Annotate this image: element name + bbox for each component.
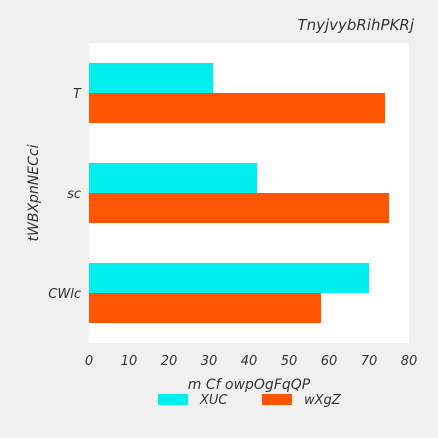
x-tick-label: 20 — [161, 354, 178, 369]
chart-title: TnyjvybRihPKRj — [297, 16, 414, 34]
y-axis-label: tWBXpnNECci — [26, 144, 42, 241]
x-tick-label: 60 — [321, 354, 338, 369]
legend-label-wXgZ: wXgZ — [304, 393, 342, 408]
x-tick-label: 10 — [121, 354, 138, 369]
x-tick-labels: 0 10 20 30 40 50 60 70 80 — [85, 354, 417, 369]
y-tick-label: CWlc — [48, 287, 81, 302]
bar-wXgZ-CWlc — [89, 293, 321, 323]
x-tick-label: 70 — [361, 354, 378, 369]
x-tick-label: 40 — [241, 354, 258, 369]
bars-group — [89, 63, 389, 323]
bar-XUC-CWlc — [89, 263, 369, 293]
bar-wXgZ-sc — [89, 193, 389, 223]
bar-wXgZ-T — [89, 93, 385, 123]
legend-label-XUC: XUC — [199, 393, 228, 408]
y-tick-label: T — [73, 87, 82, 102]
legend-swatch-wXgZ — [262, 394, 292, 405]
x-tick-label: 30 — [201, 354, 218, 369]
y-tick-labels: CWlc sc T — [48, 87, 82, 302]
legend-swatch-XUC — [158, 394, 188, 405]
legend: XUC wXgZ — [158, 393, 342, 408]
x-tick-label: 50 — [281, 354, 298, 369]
x-tick-label: 80 — [401, 354, 418, 369]
y-tick-label: sc — [67, 187, 81, 202]
x-axis-label: m Cf owpOgFqQP — [188, 377, 311, 393]
bar-XUC-T — [89, 63, 213, 93]
x-tick-label: 0 — [85, 354, 93, 369]
bar-XUC-sc — [89, 163, 257, 193]
